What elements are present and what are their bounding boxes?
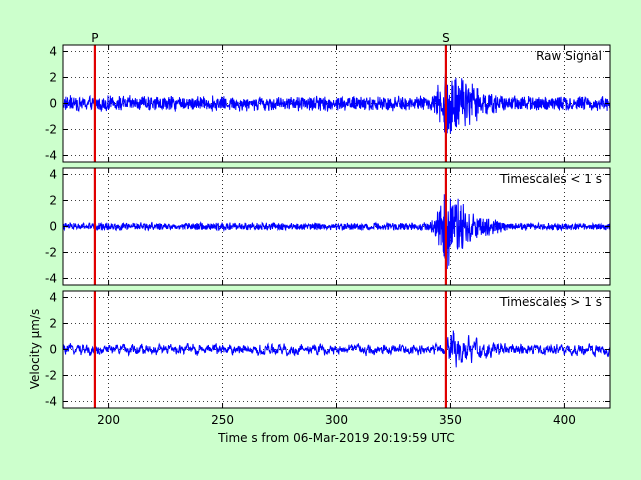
x-tick-label: 250 bbox=[211, 413, 234, 427]
y-tick-label: 0 bbox=[49, 97, 57, 111]
panel-title: Raw Signal bbox=[536, 49, 602, 63]
seismic-trace bbox=[62, 70, 611, 134]
s-phase-label: S bbox=[442, 31, 450, 45]
panel-title: Timescales > 1 s bbox=[499, 295, 602, 309]
y-tick-label: -4 bbox=[45, 149, 57, 163]
y-tick-label: -4 bbox=[45, 395, 57, 409]
y-tick-label: -2 bbox=[45, 246, 57, 260]
x-tick-label: 300 bbox=[325, 413, 348, 427]
panel-1: -4 -2 0 2 4 Raw Signal bbox=[45, 44, 611, 163]
seismic-trace bbox=[62, 189, 611, 270]
panel-2: -4 -2 0 2 4 Timescales < 1 s bbox=[45, 167, 611, 286]
y-tick-label: 0 bbox=[49, 220, 57, 234]
y-axis-label: Velocity μm/s bbox=[28, 309, 42, 390]
x-axis-label: Time s from 06-Mar-2019 20:19:59 UTC bbox=[217, 431, 455, 445]
seismic-trace bbox=[62, 330, 611, 368]
x-tick-label: 350 bbox=[439, 413, 462, 427]
y-tick-label: 2 bbox=[49, 194, 57, 208]
y-tick-label: 0 bbox=[49, 343, 57, 357]
y-tick-label: 4 bbox=[49, 45, 57, 59]
y-tick-label: 2 bbox=[49, 317, 57, 331]
x-tick-label: 200 bbox=[97, 413, 120, 427]
p-phase-label: P bbox=[91, 31, 98, 45]
panel-3: -4 -2 0 2 4 200 250 300 350 400 Timescales > 1 s bbox=[45, 290, 611, 427]
y-tick-label: 2 bbox=[49, 71, 57, 85]
y-tick-label: 4 bbox=[49, 291, 57, 305]
y-tick-label: -2 bbox=[45, 369, 57, 383]
x-tick-label: 400 bbox=[553, 413, 576, 427]
y-tick-label: 4 bbox=[49, 168, 57, 182]
y-tick-label: -2 bbox=[45, 123, 57, 137]
y-tick-label: -4 bbox=[45, 272, 57, 286]
panels-group: -4 -2 0 2 4 Raw Signal -4 -2 0 2 4 Timescales < 1 s… bbox=[45, 44, 611, 427]
panel-title: Timescales < 1 s bbox=[499, 172, 602, 186]
